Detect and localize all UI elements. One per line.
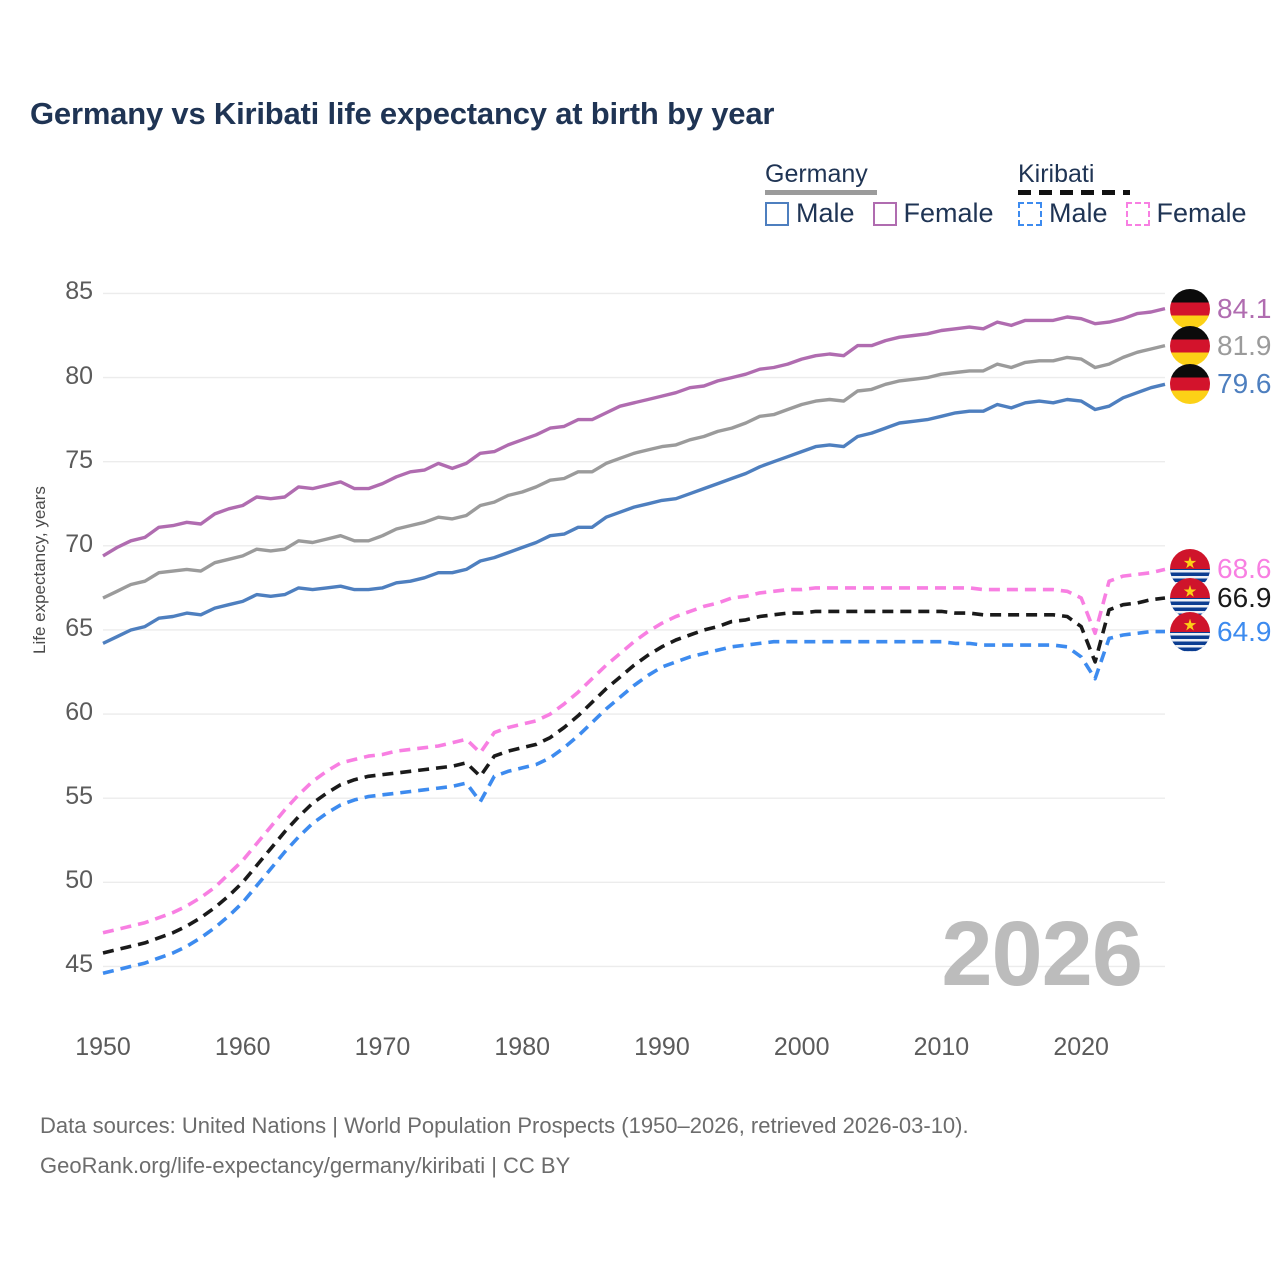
legend-swatch-kiribati-male <box>1018 201 1042 226</box>
legend-label-germany-female: Female <box>903 198 994 228</box>
legend-group-title-germany: Germany <box>765 160 868 188</box>
y-axis-tick-label: 55 <box>65 782 93 811</box>
end-label-value: 68.6 <box>1217 553 1272 585</box>
germany-flag-icon <box>1170 325 1210 366</box>
series-line-germany-female <box>102 306 1166 558</box>
chart-legend: Germany Male Female Kiribati Male <box>760 160 1260 240</box>
y-axis-tick-label: 70 <box>65 529 93 558</box>
end-label-germany-total: 81.9 <box>1170 325 1272 366</box>
legend-swatch-germany-male <box>765 201 789 226</box>
y-axis-tick-label: 75 <box>65 445 93 474</box>
y-axis-tick-label: 80 <box>65 361 93 390</box>
x-axis-tick-label: 2020 <box>1053 1033 1109 1061</box>
end-label-germany-female: 84.1 <box>1170 288 1272 329</box>
legend-rule-germany <box>765 190 877 195</box>
y-axis-tick-label: 50 <box>65 866 93 895</box>
end-label-value: 81.9 <box>1217 329 1272 361</box>
year-watermark: 2026 <box>941 903 1143 1005</box>
legend-item-germany-female[interactable]: Female <box>872 198 994 229</box>
end-label-value: 79.6 <box>1217 368 1272 400</box>
y-axis-tick-label: 45 <box>65 950 93 979</box>
legend-item-germany-male[interactable]: Male <box>765 198 855 229</box>
x-axis-tick-label: 1960 <box>214 1033 271 1061</box>
x-axis-tick-label: 1980 <box>494 1033 551 1061</box>
series-line-germany-total <box>102 343 1166 600</box>
germany-flag-icon <box>1170 288 1210 329</box>
x-axis-tick-label: 2000 <box>773 1033 830 1061</box>
series-line-germany-male <box>102 382 1166 645</box>
legend-group-title-kiribati: Kiribati <box>1018 160 1095 188</box>
x-axis-tick-label: 1970 <box>354 1033 411 1061</box>
end-label-value: 64.9 <box>1217 615 1272 647</box>
kiribati-flag-icon <box>1170 611 1210 652</box>
end-label-value: 66.9 <box>1217 581 1272 613</box>
series-line-kiribati-total <box>102 596 1166 955</box>
y-axis-tick-label: 65 <box>65 613 93 642</box>
legend-swatch-germany-female <box>872 201 897 226</box>
footer-notes: Data sources: United Nations | World Pop… <box>40 1106 969 1186</box>
legend-group-kiribati: Kiribati Male Female <box>1018 160 1247 228</box>
germany-flag-icon <box>1170 364 1210 405</box>
legend-label-kiribati-male: Male <box>1049 198 1108 228</box>
y-axis-tick-label: 85 <box>65 277 93 306</box>
y-axis-tick-label: 60 <box>65 698 93 727</box>
legend-item-kiribati-male[interactable]: Male <box>1018 198 1108 229</box>
end-label-germany-male: 79.6 <box>1170 364 1272 405</box>
x-axis-tick-label: 2010 <box>913 1033 970 1061</box>
gridlines <box>103 292 1165 968</box>
x-axis-tick-label: 1950 <box>75 1033 131 1061</box>
series-line-kiribati-male <box>102 629 1165 975</box>
footer-attribution: GeoRank.org/life-expectancy/germany/kiri… <box>40 1153 571 1178</box>
legend-rule-kiribati <box>1018 190 1130 195</box>
legend-label-kiribati-female: Female <box>1156 198 1247 228</box>
legend-swatch-kiribati-female <box>1125 201 1150 226</box>
series-lines <box>102 306 1166 975</box>
end-label-value: 84.1 <box>1217 292 1272 324</box>
end-label-kiribati-male: 64.9 <box>1170 611 1272 652</box>
legend-item-kiribati-female[interactable]: Female <box>1125 198 1247 229</box>
page-title: Germany vs Kiribati life expectancy at b… <box>30 96 775 131</box>
legend-label-germany-male: Male <box>796 198 855 228</box>
series-line-kiribati-female <box>102 567 1166 935</box>
legend-group-germany: Germany Male Female <box>765 160 994 228</box>
x-axis-tick-label: 1990 <box>634 1033 690 1061</box>
footer-data-sources: Data sources: United Nations | World Pop… <box>40 1113 969 1138</box>
